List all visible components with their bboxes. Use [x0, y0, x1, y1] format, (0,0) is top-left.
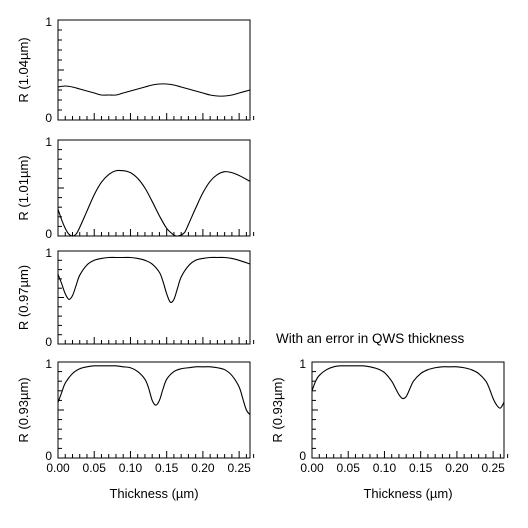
y-axis-label: R (1.04µm) [16, 37, 31, 102]
x-tick-label: 0.00 [46, 461, 70, 475]
x-axis-label: Thickness (µm) [363, 486, 452, 501]
y-tick-label: 0 [45, 227, 52, 241]
y-axis-label: R (0.97µm) [16, 265, 31, 330]
y-tick-label: 1 [45, 135, 52, 149]
panels: 0 1 R (1.04µm) 0 1 R (1.01µm) 0 1 R (0.97µm) 0 1 R … [16, 15, 509, 501]
chart-panel-4: 0 1 R (0.93µm) 0.00 0.05 0.10 0.15 0.20 0.25 Thic… [16, 357, 255, 501]
plot-frame [57, 139, 251, 237]
plot-frame [57, 361, 251, 459]
x-tick-label: 0.15 [155, 461, 179, 475]
x-tick-label: 0.15 [409, 461, 433, 475]
y-tick-label: 0 [45, 449, 52, 463]
panel-annotation: With an error in QWS thickness [276, 331, 465, 346]
x-tick-label: 0.00 [300, 461, 324, 475]
y-tick-label: 1 [45, 15, 52, 29]
y-tick-label: 0 [45, 335, 52, 349]
x-tick-label: 0.05 [83, 461, 107, 475]
x-tick-label: 0.10 [373, 461, 397, 475]
x-tick-label: 0.20 [191, 461, 215, 475]
plot-frame [311, 361, 505, 459]
x-tick-label: 0.20 [445, 461, 469, 475]
y-tick-label: 1 [45, 357, 52, 371]
series-line-1 [57, 169, 251, 237]
x-tick-label: 0.05 [337, 461, 361, 475]
series-line-1 [57, 256, 251, 303]
plot-frame [57, 19, 251, 121]
chart-panel-2: 0 1 R (1.01µm) [16, 135, 255, 241]
x-tick-label: 0.10 [119, 461, 143, 475]
series-line-1 [57, 83, 251, 97]
series-line-1 [57, 365, 251, 416]
x-tick-label: 0.25 [227, 461, 251, 475]
chart-panel-5: 0 1 R (0.93µm) 0.00 0.05 0.10 0.15 0.20 0.25 Thic… [270, 331, 509, 501]
y-tick-label: 0 [45, 111, 52, 125]
y-axis-label: R (1.01µm) [16, 155, 31, 220]
y-tick-label: 1 [299, 357, 306, 371]
chart-panel-1: 0 1 R (1.04µm) [16, 15, 255, 125]
y-axis-label: R (0.93µm) [16, 377, 31, 442]
y-tick-label: 0 [299, 449, 306, 463]
y-tick-label: 1 [45, 246, 52, 260]
y-axis-label: R (0.93µm) [270, 377, 285, 442]
x-tick-label: 0.25 [481, 461, 505, 475]
x-axis-label: Thickness (µm) [109, 486, 198, 501]
series-line-1 [311, 365, 505, 409]
chart-panel-3: 0 1 R (0.97µm) [16, 246, 255, 349]
